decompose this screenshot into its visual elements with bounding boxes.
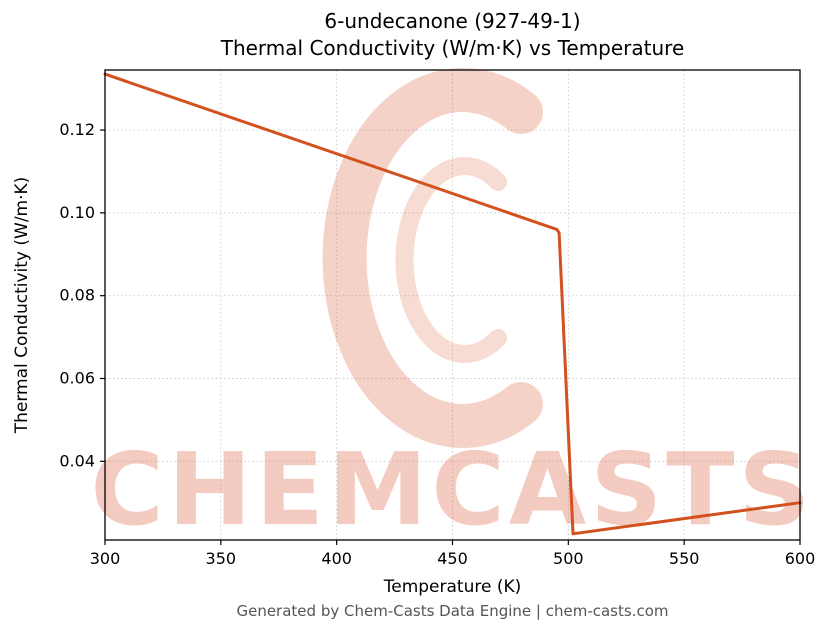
y-tick-label: 0.10 [59, 203, 95, 222]
y-tick-label: 0.12 [59, 120, 95, 139]
y-tick-label: 0.04 [59, 451, 95, 470]
chart-title-line1: 6-undecanone (927-49-1) [324, 9, 581, 33]
y-axis-label: Thermal Conductivity (W/m·K) [12, 177, 32, 435]
y-tick-label: 0.06 [59, 369, 95, 388]
x-tick-label: 400 [321, 549, 352, 568]
x-tick-label: 350 [206, 549, 237, 568]
x-tick-label: 500 [553, 549, 584, 568]
chart-title-line2: Thermal Conductivity (W/m·K) vs Temperat… [220, 36, 685, 60]
x-tick-label: 550 [669, 549, 700, 568]
y-tick-label: 0.08 [59, 286, 95, 305]
footer-credit: Generated by Chem-Casts Data Engine | ch… [236, 602, 669, 620]
x-tick-label: 300 [90, 549, 121, 568]
watermark-logo-inner-icon [395, 157, 507, 363]
watermark-logo-icon [322, 68, 543, 448]
conductivity-line [103, 72, 802, 536]
x-tick-label: 450 [437, 549, 468, 568]
watermark-text: CHEMCASTS [91, 431, 815, 548]
chart-title: 6-undecanone (927-49-1) Thermal Conducti… [105, 8, 800, 62]
x-axis-label: Temperature (K) [383, 577, 522, 597]
x-tick-label: 600 [785, 549, 816, 568]
